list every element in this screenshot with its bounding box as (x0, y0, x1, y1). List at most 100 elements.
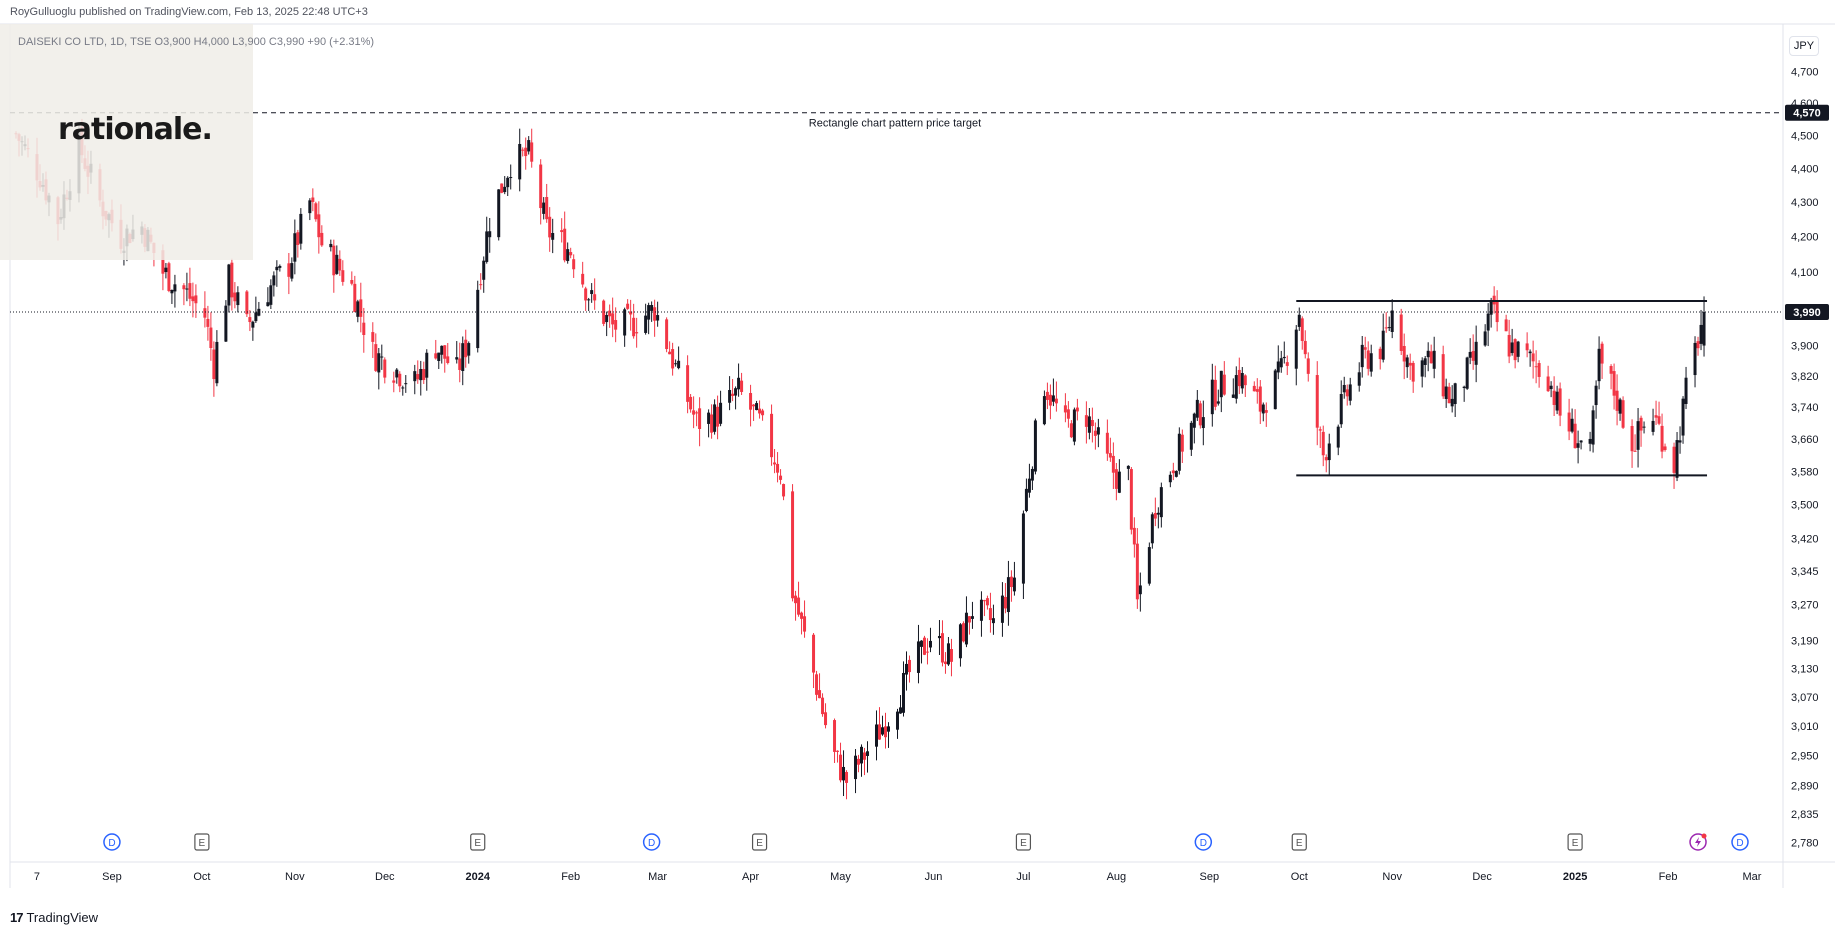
candle (1651, 408, 1655, 436)
candle-body (332, 245, 336, 276)
candle-body (245, 291, 249, 315)
candle-body (1618, 399, 1622, 414)
candle (590, 283, 594, 303)
candle (982, 599, 986, 617)
candle (209, 312, 213, 361)
candle-body (602, 300, 606, 324)
candle-body (1174, 470, 1178, 477)
earnings-event-icon[interactable]: E (470, 833, 486, 851)
candle (967, 616, 971, 635)
candle-body (1402, 345, 1406, 362)
dividend-event-icon[interactable]: D (1194, 833, 1213, 851)
candle (1237, 357, 1241, 395)
candle-body (329, 243, 333, 248)
candle-body (1510, 342, 1514, 354)
candle (1201, 400, 1205, 446)
candle (881, 715, 885, 736)
candle (1261, 402, 1265, 422)
candle-body (1513, 339, 1517, 361)
candle-body (1243, 375, 1247, 386)
time-tick-label: 2025 (1563, 871, 1587, 883)
earnings-event-icon[interactable]: E (1567, 833, 1583, 851)
earnings-event-icon[interactable]: E (194, 833, 210, 851)
candle (1297, 307, 1301, 331)
candle (1231, 378, 1235, 398)
candle-body (614, 320, 618, 330)
candle-body (1156, 512, 1160, 515)
candle-body (1381, 330, 1385, 360)
candle (1114, 462, 1118, 501)
candle-body (689, 396, 693, 410)
candle (1189, 420, 1193, 456)
candle-body (1555, 391, 1559, 411)
candle (1030, 466, 1034, 490)
candle (437, 352, 441, 370)
candle-body (761, 410, 765, 416)
candle (1024, 478, 1028, 513)
candle-body (548, 216, 552, 238)
candle (194, 284, 198, 318)
candle-body (629, 311, 633, 315)
candle (1474, 325, 1478, 383)
dividend-event-icon[interactable]: D (1731, 833, 1749, 851)
dividend-event-icon[interactable]: D (642, 833, 661, 851)
target-price-label-bg (1785, 104, 1829, 121)
candle-body (236, 292, 240, 306)
candle-body (734, 388, 738, 396)
candle (1111, 442, 1115, 490)
flash-event-icon[interactable] (1689, 833, 1707, 851)
time-tick-label: Jun (925, 871, 943, 883)
candle (656, 301, 660, 327)
candle (170, 289, 174, 305)
target-price-label: 4,570 (1785, 104, 1829, 121)
candle-body (203, 308, 207, 318)
candle (338, 250, 342, 276)
earnings-event-icon[interactable]: E (1015, 833, 1032, 851)
candle-body (587, 299, 591, 301)
candle-body (611, 313, 615, 325)
candle (821, 693, 825, 717)
candle-body (173, 284, 177, 292)
earnings-event-icon[interactable]: E (751, 833, 768, 851)
candle (665, 317, 669, 353)
candle (1258, 380, 1262, 424)
candle-body (1549, 385, 1553, 390)
candle (1342, 376, 1346, 399)
candle (1429, 344, 1433, 364)
candle (632, 303, 636, 339)
candle (329, 239, 333, 252)
candle-body (350, 279, 354, 284)
candle (1042, 390, 1046, 426)
candle-body (1423, 358, 1427, 365)
candle (425, 349, 429, 391)
candle-body (164, 267, 168, 273)
candle-body (392, 380, 396, 383)
candle (1345, 384, 1349, 406)
currency-button[interactable]: JPY (1789, 36, 1819, 56)
candle-body (803, 616, 807, 632)
candle (1180, 429, 1184, 464)
candle-body (716, 406, 720, 427)
earnings-event-icon[interactable]: E (1291, 833, 1307, 851)
candle (1357, 362, 1361, 392)
candle-body (353, 283, 357, 313)
candle (422, 361, 426, 384)
dividend-circle (1731, 833, 1749, 851)
dividend-event-icon[interactable]: D (103, 833, 121, 851)
candle (572, 254, 576, 278)
candles (14, 118, 1706, 800)
candle (356, 299, 360, 323)
time-tick-label: Dec (375, 871, 395, 883)
time-tick-label: 7 (34, 871, 40, 883)
candle-body (1486, 313, 1490, 331)
candle-body (991, 618, 995, 624)
candle (1327, 433, 1331, 475)
time-tick-label: Nov (285, 871, 305, 883)
candle (833, 718, 837, 763)
candle-body (434, 353, 438, 359)
candle-body (895, 711, 899, 730)
candle (551, 218, 555, 254)
candle-body (551, 232, 555, 240)
candle-body (413, 371, 417, 382)
